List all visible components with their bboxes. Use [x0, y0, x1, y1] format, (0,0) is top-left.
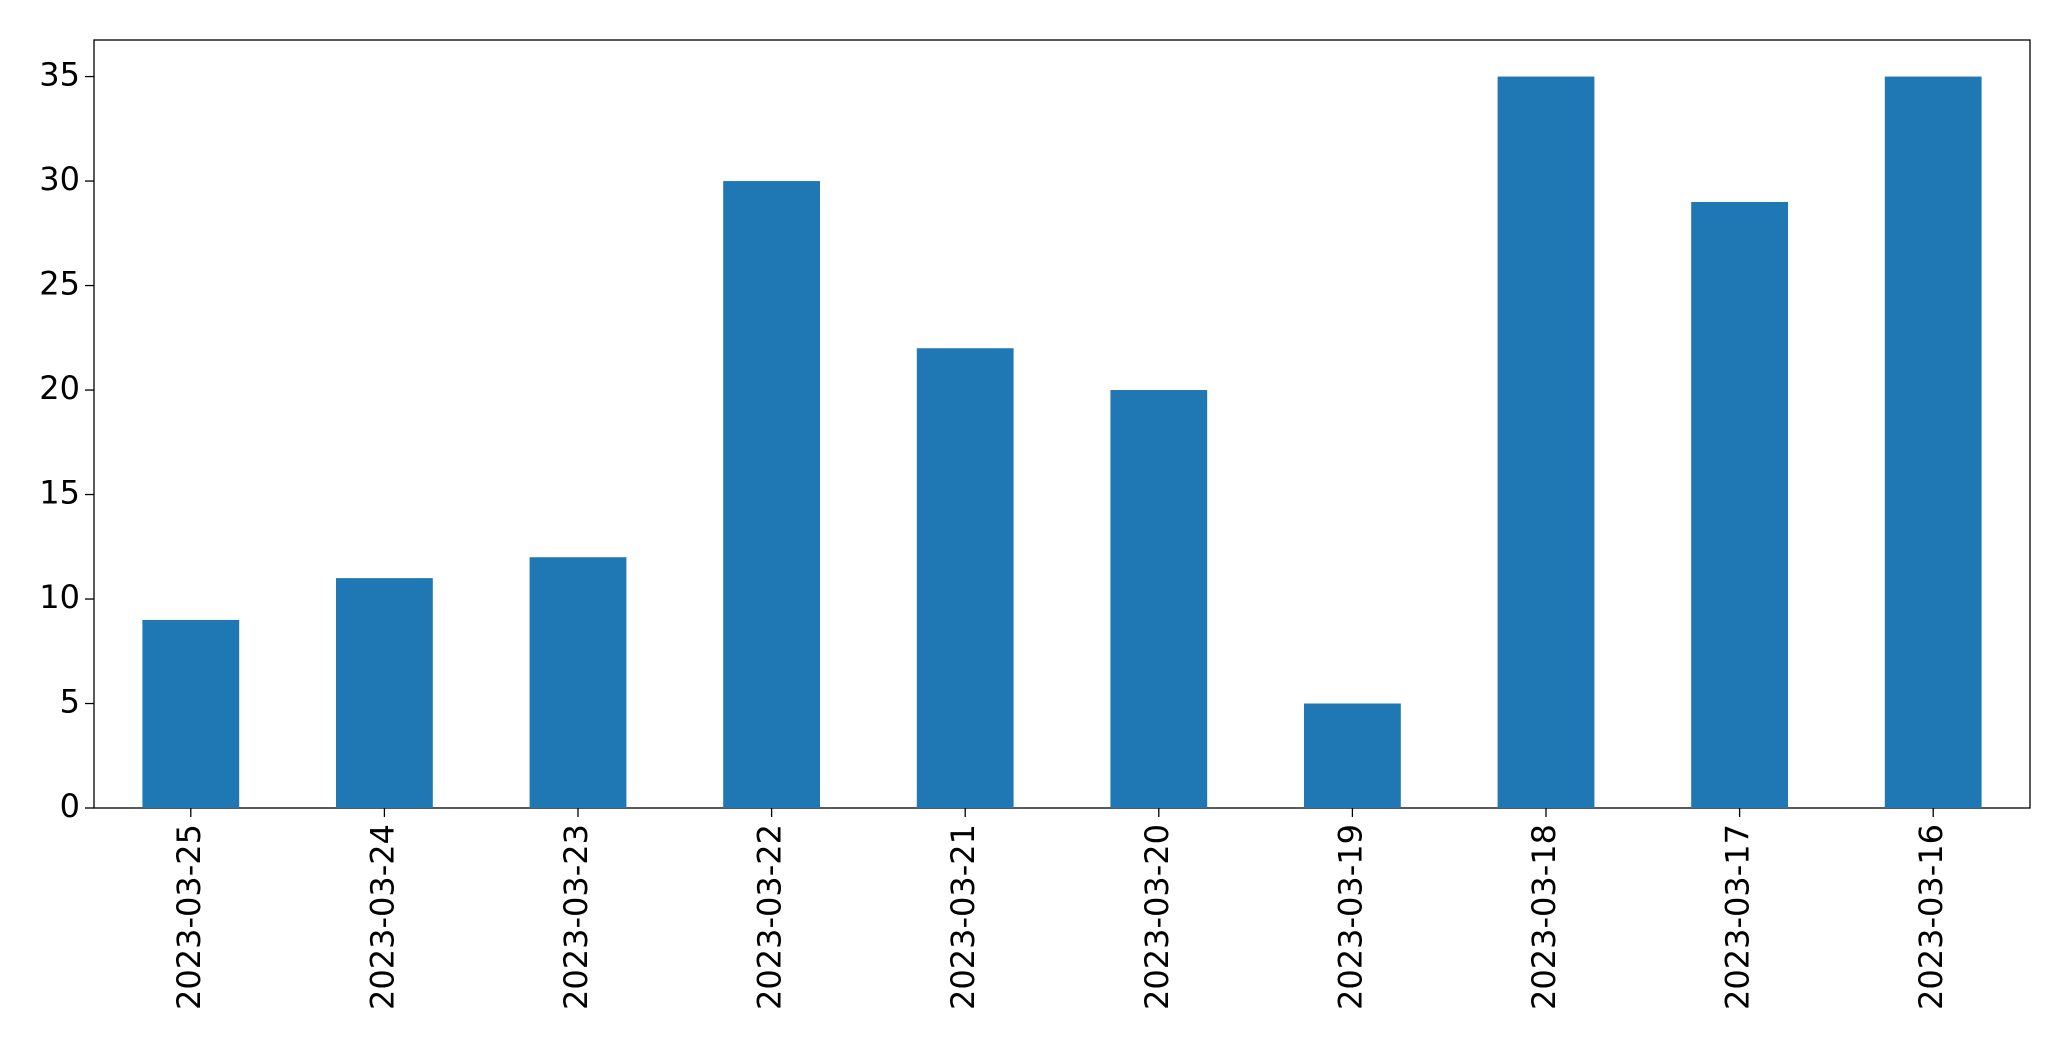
x-tick-label: 2023-03-25 — [170, 824, 208, 1010]
bar — [1497, 76, 1595, 809]
bar — [1110, 390, 1208, 808]
bar — [142, 619, 240, 808]
y-tick-label: 10 — [39, 578, 80, 616]
y-tick-label: 0 — [60, 787, 80, 825]
x-tick-label: 2023-03-19 — [1331, 824, 1369, 1010]
x-tick-label: 2023-03-22 — [751, 824, 789, 1010]
y-tick-label: 5 — [60, 683, 80, 721]
bar — [336, 578, 433, 808]
x-tick-label: 2023-03-17 — [1719, 824, 1757, 1010]
bar — [1691, 201, 1788, 809]
y-tick-label: 35 — [39, 56, 80, 94]
x-tick-label: 2023-03-20 — [1138, 824, 1176, 1010]
x-tick-label: 2023-03-23 — [557, 824, 595, 1010]
plot-frame — [93, 39, 2031, 809]
x-tick-label: 2023-03-18 — [1525, 824, 1563, 1010]
bar — [916, 348, 1014, 808]
y-tick-label: 30 — [39, 160, 80, 198]
x-tick-label: 2023-03-16 — [1912, 824, 1950, 1010]
bar — [529, 557, 627, 808]
bar — [723, 181, 820, 808]
bar — [1304, 703, 1401, 808]
y-tick-label: 15 — [39, 474, 80, 512]
x-tick-label: 2023-03-24 — [363, 824, 401, 1010]
y-tick-label: 25 — [39, 265, 80, 303]
y-tick-label: 20 — [39, 369, 80, 407]
bar — [1884, 76, 1982, 809]
x-tick-label: 2023-03-21 — [944, 824, 982, 1010]
